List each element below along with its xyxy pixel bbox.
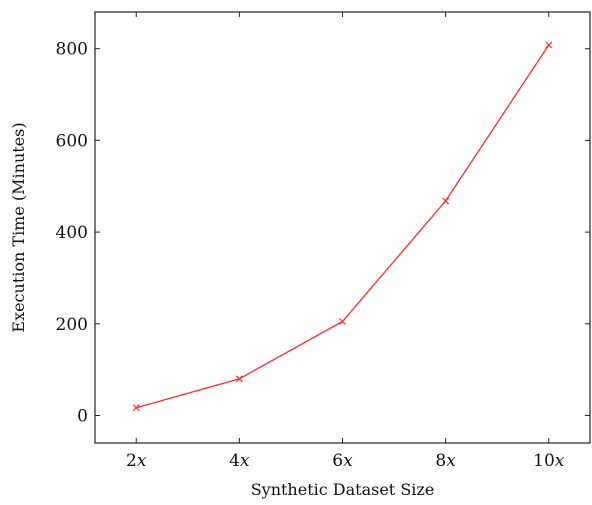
x-tick-label: 2x [126, 451, 147, 471]
data-point-marker [442, 197, 450, 205]
series-line [136, 44, 550, 409]
data-point-marker [235, 375, 243, 383]
y-tick-label: 800 [56, 40, 88, 60]
y-tick-label: 600 [56, 131, 88, 151]
y-tick-label: 400 [56, 223, 88, 243]
y-axis: 0 200 400 600 800 [56, 40, 590, 426]
data-point-marker [132, 404, 140, 412]
x-tick-label: 10x [533, 451, 565, 471]
data-point-marker [545, 41, 553, 49]
series-layer [132, 41, 553, 412]
x-axis: 2x 4x 6x 8x 10x [126, 12, 565, 471]
y-tick-label: 200 [56, 315, 88, 335]
data-point-marker [339, 318, 346, 325]
plot-frame [94, 11, 591, 444]
x-tick-label: 6x [332, 451, 353, 471]
y-tick-label: 0 [77, 406, 88, 426]
x-tick-label: 8x [435, 451, 456, 471]
y-axis-title: Execution Time (Minutes) [9, 122, 28, 332]
x-axis-title: Synthetic Dataset Size [251, 480, 435, 499]
x-tick-label: 4x [229, 451, 250, 471]
